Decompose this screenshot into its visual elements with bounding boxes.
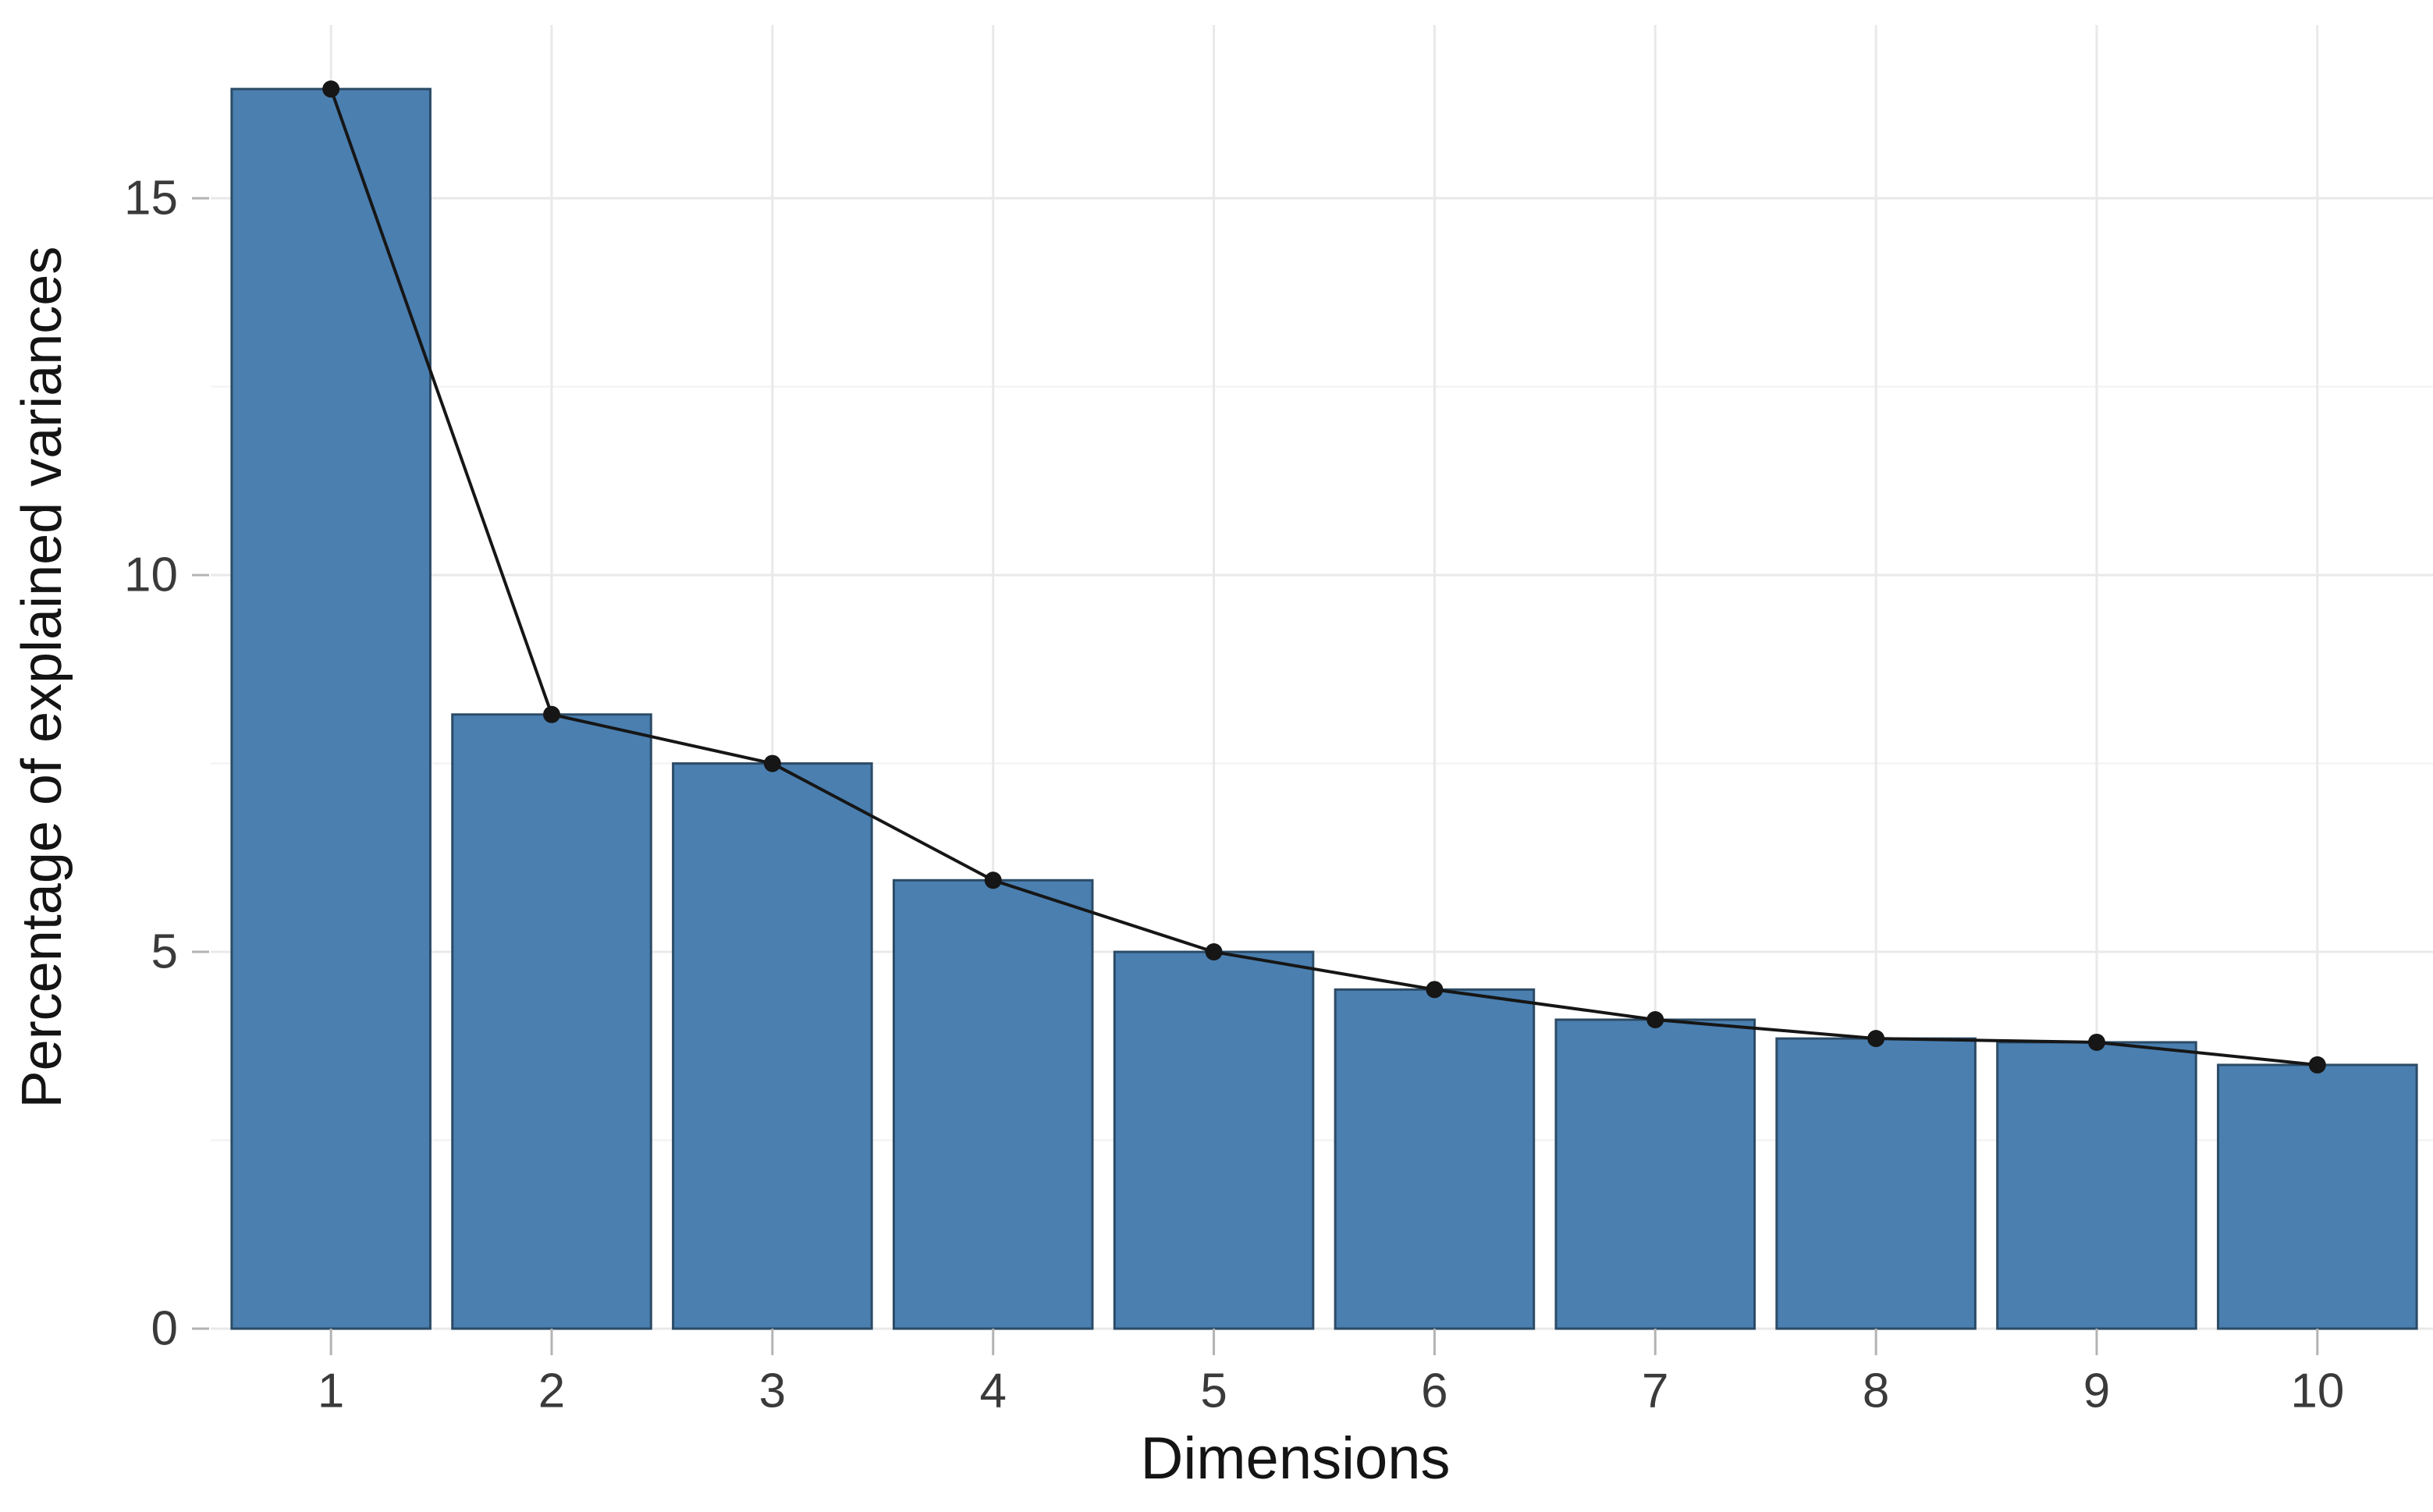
scree-point [763,754,781,772]
scree-point [543,705,561,723]
variance-bar [1334,988,1536,1330]
scree-point [1205,943,1223,961]
scree-point [2308,1056,2326,1074]
variance-bar [1996,1041,2197,1330]
variance-bar [451,713,652,1330]
scree-point [984,871,1002,889]
x-tick-label: 3 [759,1365,786,1418]
x-tick-label: 8 [1863,1365,1889,1418]
x-tick-label: 7 [1642,1365,1668,1418]
variance-bar [230,87,432,1330]
scree-point [1646,1010,1664,1028]
x-tick-label: 2 [538,1365,565,1418]
variance-bar [892,878,1094,1330]
x-tick-label: 6 [1421,1365,1447,1418]
y-tick-label: 5 [151,925,178,979]
variance-bar [672,762,873,1330]
y-axis-title: Percentage of explained variances [11,247,73,1109]
variance-bar [2217,1063,2418,1330]
chart-generated-layers: 0 5 10 15 1 2 3 4 5 6 7 8 9 10 [124,25,2433,1418]
scree-point [322,80,340,98]
x-tick-label: 5 [1200,1365,1227,1418]
x-tick-label: 9 [2083,1365,2110,1418]
scree-point [1867,1030,1885,1048]
y-tick-label: 0 [151,1302,178,1356]
y-tick-label: 10 [124,548,178,602]
x-tick-label: 10 [2290,1365,2344,1418]
y-tick-label: 15 [124,172,178,225]
variance-bar [1113,950,1315,1330]
x-tick-label: 4 [979,1365,1006,1418]
scree-point [1426,981,1444,999]
x-axis-title: Dimensions [1140,1425,1450,1492]
scree-point [2087,1033,2105,1051]
variance-bar [1775,1037,1977,1330]
variance-bar [1554,1018,1756,1330]
x-tick-label: 1 [318,1365,344,1418]
scree-line [329,88,2318,1067]
